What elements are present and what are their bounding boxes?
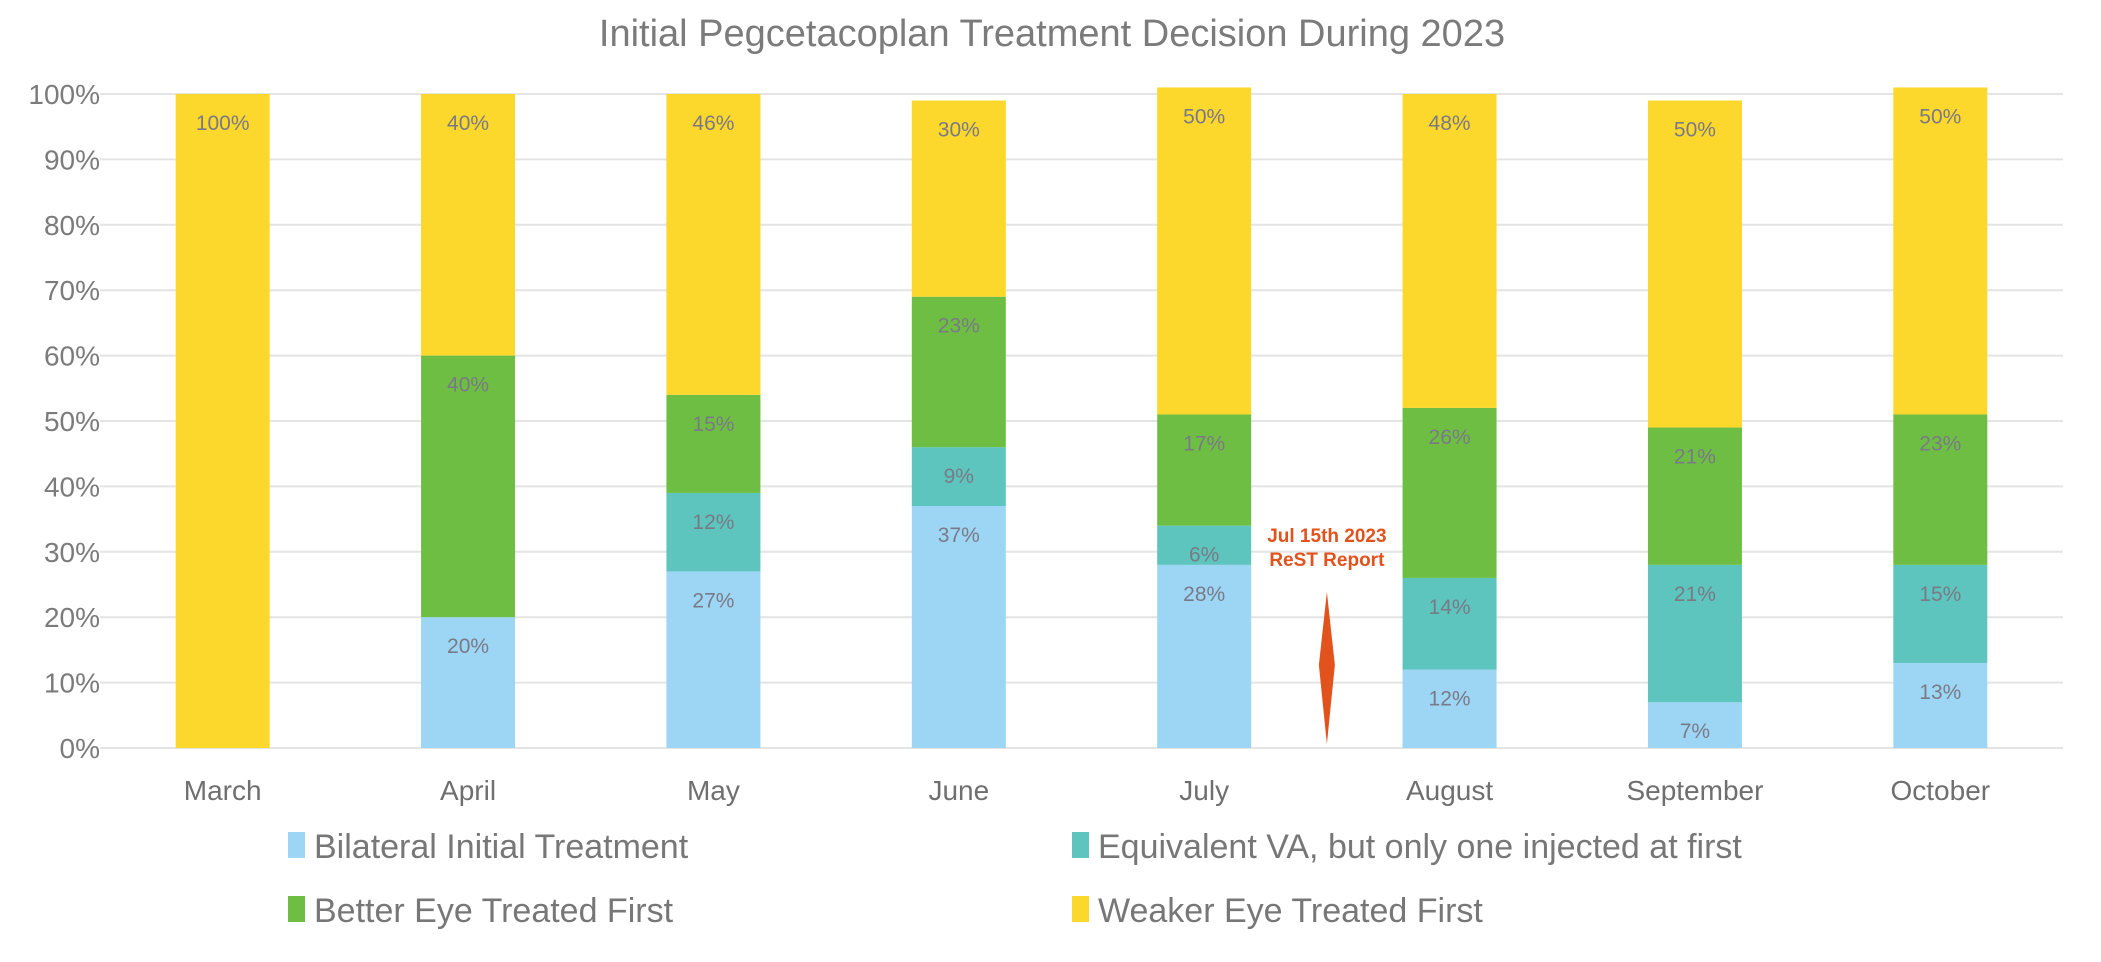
x-tick-label: June bbox=[928, 775, 989, 806]
legend: Bilateral Initial Treatment Equivalent VA… bbox=[288, 828, 1742, 930]
bar-segment bbox=[911, 447, 1006, 507]
legend-swatch bbox=[1072, 832, 1089, 858]
bar-segment bbox=[1157, 414, 1252, 526]
y-tick-label: 70% bbox=[44, 275, 100, 306]
x-tick-label: September bbox=[1626, 775, 1763, 806]
data-label: 50% bbox=[1674, 119, 1716, 142]
data-label: 21% bbox=[1674, 446, 1716, 469]
data-label: 46% bbox=[692, 112, 734, 135]
annotation-text: Jul 15th 2023 bbox=[1267, 526, 1386, 547]
bar-segment bbox=[421, 94, 516, 356]
data-label: 12% bbox=[692, 511, 734, 534]
bar-segment bbox=[666, 94, 761, 395]
x-tick-label: October bbox=[1891, 775, 1991, 806]
data-label: 48% bbox=[1429, 112, 1471, 135]
annotation-text: ReST Report bbox=[1269, 550, 1385, 571]
bar-segment bbox=[1402, 669, 1497, 748]
x-tick-label: March bbox=[184, 775, 262, 806]
y-tick-label: 60% bbox=[44, 341, 100, 372]
bar-segment bbox=[421, 355, 516, 618]
data-label: 17% bbox=[1183, 432, 1225, 455]
data-label: 6% bbox=[1189, 544, 1219, 567]
data-label: 7% bbox=[1680, 720, 1710, 743]
gridlines bbox=[100, 93, 2063, 749]
legend-swatch bbox=[1072, 896, 1089, 922]
bar-segment bbox=[666, 394, 761, 493]
data-label: 23% bbox=[938, 315, 980, 338]
data-label: 28% bbox=[1183, 583, 1225, 606]
legend-swatch bbox=[288, 896, 305, 922]
x-tick-label: April bbox=[440, 775, 496, 806]
data-label: 21% bbox=[1674, 583, 1716, 606]
data-label: 15% bbox=[692, 413, 734, 436]
y-tick-label: 0% bbox=[60, 733, 100, 764]
bar-segment bbox=[1647, 564, 1742, 703]
y-tick-label: 90% bbox=[44, 144, 100, 175]
data-label: 26% bbox=[1429, 426, 1471, 449]
bar-segment bbox=[421, 617, 516, 748]
x-axis-labels: March April May June July August September Octo… bbox=[184, 775, 1990, 806]
bar-segment bbox=[1647, 702, 1742, 748]
bar-segment bbox=[666, 571, 761, 748]
data-label: 37% bbox=[938, 524, 980, 547]
data-label: 15% bbox=[1919, 583, 1961, 606]
legend-label: Weaker Eye Treated First bbox=[1098, 892, 1483, 930]
data-label: 50% bbox=[1183, 105, 1225, 128]
legend-label: Better Eye Treated First bbox=[314, 892, 674, 930]
data-label: 9% bbox=[944, 465, 974, 488]
bar-segment bbox=[1647, 427, 1742, 565]
annotation: Jul 15th 2023 ReST Report bbox=[1267, 526, 1387, 744]
data-label: 50% bbox=[1919, 105, 1961, 128]
legend-label: Bilateral Initial Treatment bbox=[314, 828, 689, 866]
y-tick-label: 100% bbox=[28, 79, 100, 110]
data-label: 40% bbox=[447, 374, 489, 397]
bar-segment bbox=[1893, 662, 1988, 748]
data-label: 30% bbox=[938, 119, 980, 142]
bar-segment bbox=[175, 94, 270, 748]
x-tick-label: July bbox=[1179, 775, 1229, 806]
bar-segment bbox=[911, 506, 1006, 748]
legend-label: Equivalent VA, but only one injected at … bbox=[1098, 828, 1742, 866]
bar-segment bbox=[911, 100, 1006, 297]
bar-segment bbox=[1402, 407, 1497, 578]
data-label: 100% bbox=[196, 112, 250, 135]
bar-segment bbox=[1402, 577, 1497, 670]
x-tick-label: May bbox=[687, 775, 740, 806]
y-tick-label: 10% bbox=[44, 668, 100, 699]
y-tick-label: 50% bbox=[44, 406, 100, 437]
y-tick-label: 20% bbox=[44, 602, 100, 633]
y-tick-label: 80% bbox=[44, 210, 100, 241]
x-tick-label: August bbox=[1406, 775, 1493, 806]
bar-segment bbox=[1402, 94, 1497, 408]
bar-segment bbox=[1157, 87, 1252, 415]
y-tick-label: 30% bbox=[44, 537, 100, 568]
y-axis-ticks: 0% 10% 20% 30% 40% 50% 60% 70% 80% 90% 100% bbox=[28, 79, 100, 764]
data-label: 27% bbox=[692, 589, 734, 612]
bar-segment bbox=[1157, 525, 1252, 565]
data-label: 14% bbox=[1429, 596, 1471, 619]
bar-segment bbox=[1647, 100, 1742, 428]
data-label: 23% bbox=[1919, 432, 1961, 455]
bars: 100% 20% 40% 40% 27% 12% 15% 46% 37% 9% 23% 30% 28% 6… bbox=[175, 87, 1988, 748]
bar-segment bbox=[1893, 414, 1988, 565]
legend-swatch bbox=[288, 832, 305, 858]
bar-segment bbox=[666, 492, 761, 572]
bar-segment bbox=[1893, 564, 1988, 663]
bar-segment bbox=[1893, 87, 1988, 415]
bar-segment bbox=[911, 296, 1006, 448]
data-label: 20% bbox=[447, 635, 489, 658]
y-tick-label: 40% bbox=[44, 471, 100, 502]
data-label: 12% bbox=[1429, 688, 1471, 711]
data-label: 13% bbox=[1919, 681, 1961, 704]
data-label: 40% bbox=[447, 112, 489, 135]
bar-segment bbox=[1157, 564, 1252, 748]
chart-title: Initial Pegcetacoplan Treatment Decision… bbox=[599, 13, 1505, 55]
marker-diamond-icon bbox=[1318, 592, 1335, 744]
